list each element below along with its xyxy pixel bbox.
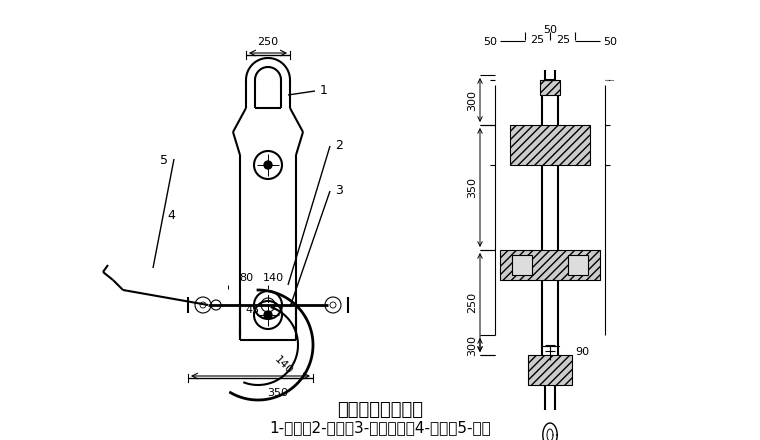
Text: 45: 45 [246, 305, 260, 315]
Text: 250: 250 [467, 292, 477, 313]
Text: 80: 80 [239, 273, 253, 283]
Text: 90: 90 [575, 347, 589, 357]
Bar [568, 255, 588, 275]
Bar [500, 250, 600, 280]
Text: 25: 25 [530, 35, 544, 45]
Text: 25: 25 [556, 35, 570, 45]
Text: 4: 4 [167, 209, 175, 221]
Text: 50: 50 [603, 37, 617, 47]
Text: 140: 140 [262, 273, 283, 283]
Text: 350: 350 [467, 177, 477, 198]
Bar [528, 355, 572, 385]
Text: 5: 5 [160, 154, 168, 166]
Text: 50: 50 [483, 37, 497, 47]
Text: 350: 350 [268, 388, 289, 398]
Circle shape [264, 311, 272, 319]
Bar [540, 80, 560, 95]
Text: 140: 140 [272, 354, 294, 376]
Text: 1: 1 [320, 84, 328, 96]
Text: 1-吊环；2-耳板；3-销环轴辊；4-销柄；5-拉绳: 1-吊环；2-耳板；3-销环轴辊；4-销柄；5-拉绳 [269, 421, 491, 436]
Bar [510, 125, 590, 165]
Text: 250: 250 [258, 37, 279, 47]
Text: 50: 50 [543, 25, 557, 35]
Text: 2: 2 [335, 139, 343, 151]
Circle shape [264, 161, 272, 169]
Text: 300: 300 [467, 89, 477, 110]
Text: 300: 300 [467, 334, 477, 356]
Text: 强夯自动脱钩器图: 强夯自动脱钩器图 [337, 401, 423, 419]
Bar [512, 255, 532, 275]
Text: 3: 3 [335, 183, 343, 197]
